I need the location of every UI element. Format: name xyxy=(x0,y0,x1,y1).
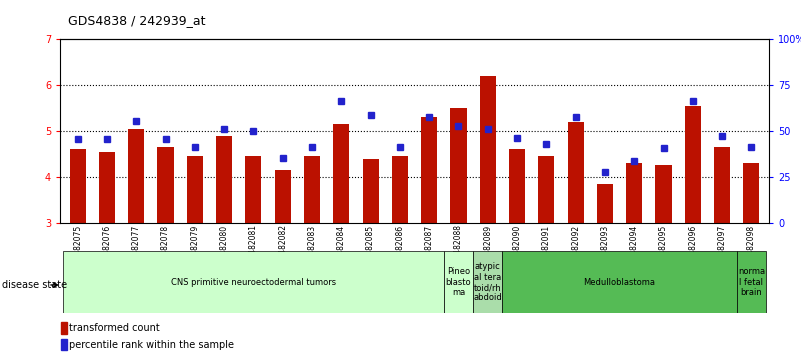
Text: transformed count: transformed count xyxy=(69,323,159,333)
Text: CNS primitive neuroectodermal tumors: CNS primitive neuroectodermal tumors xyxy=(171,278,336,287)
Bar xyxy=(70,149,86,223)
Text: Pineo
blasto
ma: Pineo blasto ma xyxy=(445,267,471,297)
Bar xyxy=(275,170,291,223)
Bar xyxy=(743,163,759,223)
Bar xyxy=(626,163,642,223)
Bar xyxy=(363,159,379,223)
Bar xyxy=(597,184,613,223)
Bar xyxy=(480,76,496,223)
Bar xyxy=(187,156,203,223)
Bar xyxy=(128,129,144,223)
Bar xyxy=(655,166,671,223)
Bar xyxy=(392,156,408,223)
Bar xyxy=(216,136,232,223)
Bar xyxy=(538,156,554,223)
Bar xyxy=(245,156,261,223)
Bar xyxy=(99,152,115,223)
Bar xyxy=(63,251,444,313)
Bar xyxy=(304,156,320,223)
Bar xyxy=(62,322,66,333)
Bar xyxy=(473,251,502,313)
Text: GDS4838 / 242939_at: GDS4838 / 242939_at xyxy=(68,14,206,27)
Bar xyxy=(158,147,174,223)
Bar xyxy=(450,108,466,223)
Bar xyxy=(444,251,473,313)
Text: percentile rank within the sample: percentile rank within the sample xyxy=(69,339,234,350)
Bar xyxy=(737,251,766,313)
Bar xyxy=(62,339,66,350)
Bar xyxy=(714,147,731,223)
Text: norma
l fetal
brain: norma l fetal brain xyxy=(738,267,765,297)
Bar xyxy=(685,105,701,223)
Bar xyxy=(333,124,349,223)
Text: disease state: disease state xyxy=(2,280,67,290)
Bar xyxy=(421,117,437,223)
Bar xyxy=(502,251,737,313)
Text: Medulloblastoma: Medulloblastoma xyxy=(584,278,655,287)
Bar xyxy=(568,122,584,223)
Bar xyxy=(509,149,525,223)
Text: atypic
al tera
toid/rh
abdoid: atypic al tera toid/rh abdoid xyxy=(473,262,502,302)
